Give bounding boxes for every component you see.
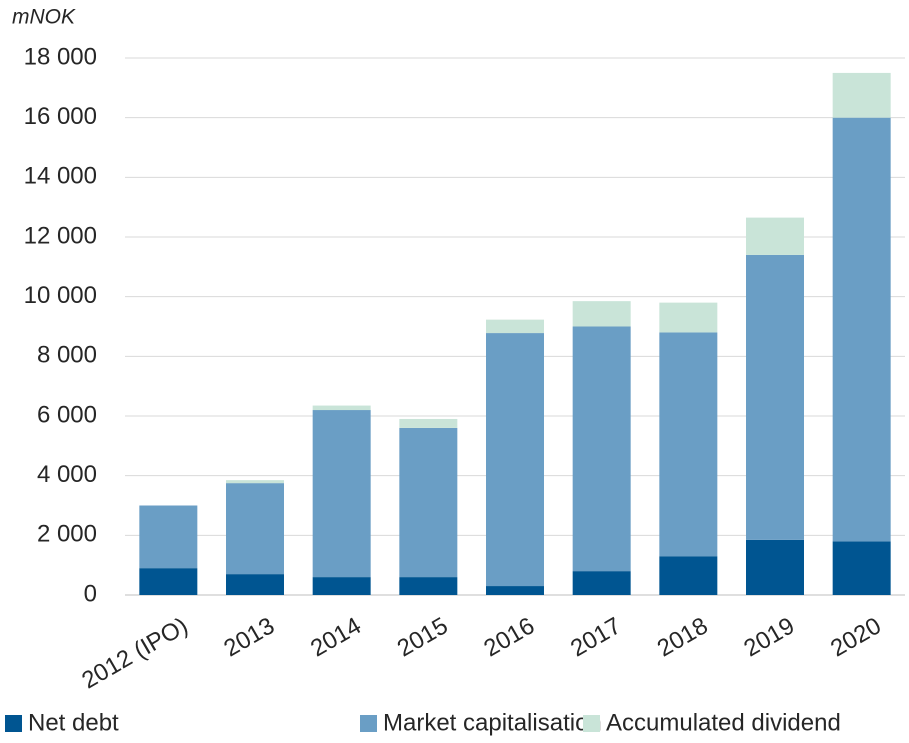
y-tick-label: 10 000: [24, 282, 97, 309]
x-tick-label: 2015: [393, 612, 453, 662]
bar-segment: [139, 568, 198, 595]
bar-segment: [659, 556, 718, 595]
bar-segment: [746, 254, 804, 540]
y-tick-label: 12 000: [24, 222, 97, 249]
bar-segment: [226, 574, 284, 595]
bar-segment: [486, 333, 544, 587]
legend-label: Accumulated dividend: [606, 709, 841, 736]
x-tick-label: 2012 (IPO): [77, 612, 192, 694]
bar-segment: [312, 577, 371, 595]
bar-segment: [659, 302, 718, 333]
legend-swatch: [360, 715, 377, 732]
y-tick-label: 0: [84, 580, 97, 607]
y-tick-label: 6 000: [37, 401, 97, 428]
y-axis-label: mNOK: [12, 6, 76, 29]
bar-segment: [399, 418, 458, 428]
bar-segment: [746, 217, 804, 255]
x-tick-label: 2014: [306, 612, 366, 662]
x-tick-label: 2016: [479, 612, 539, 662]
x-tick-label: 2018: [653, 612, 713, 662]
bar-segment: [312, 410, 371, 578]
bar-segment: [832, 72, 891, 118]
bar-segment: [572, 326, 631, 572]
x-tick-label: 2019: [739, 612, 799, 662]
bar-segment: [226, 483, 284, 575]
bar-segment: [572, 301, 631, 327]
bar-segment: [226, 480, 284, 484]
y-tick-label: 14 000: [24, 163, 97, 190]
y-tick-label: 4 000: [37, 461, 97, 488]
bar-segment: [486, 586, 544, 595]
bar-segment: [832, 117, 891, 542]
bar-segment: [399, 577, 458, 595]
bar-segment: [746, 539, 804, 595]
y-tick-label: 16 000: [24, 103, 97, 130]
bar-segment: [832, 541, 891, 595]
bar-segment: [659, 332, 718, 557]
y-tick-label: 8 000: [37, 342, 97, 369]
bar-segment: [399, 427, 458, 578]
legend-swatch: [5, 715, 22, 732]
x-tick-label: 2020: [826, 612, 886, 662]
y-tick-label: 18 000: [24, 43, 97, 70]
legend-label: Market capitalisation: [383, 709, 602, 736]
bar-segment: [572, 571, 631, 595]
bar-segment: [312, 405, 371, 411]
x-tick-label: 2017: [566, 612, 626, 662]
legend-swatch: [583, 715, 600, 732]
legend-label: Net debt: [28, 709, 119, 736]
y-tick-label: 2 000: [37, 521, 97, 548]
x-tick-label: 2013: [219, 612, 279, 662]
bar-segment: [486, 319, 544, 334]
bar-segment: [139, 505, 198, 569]
